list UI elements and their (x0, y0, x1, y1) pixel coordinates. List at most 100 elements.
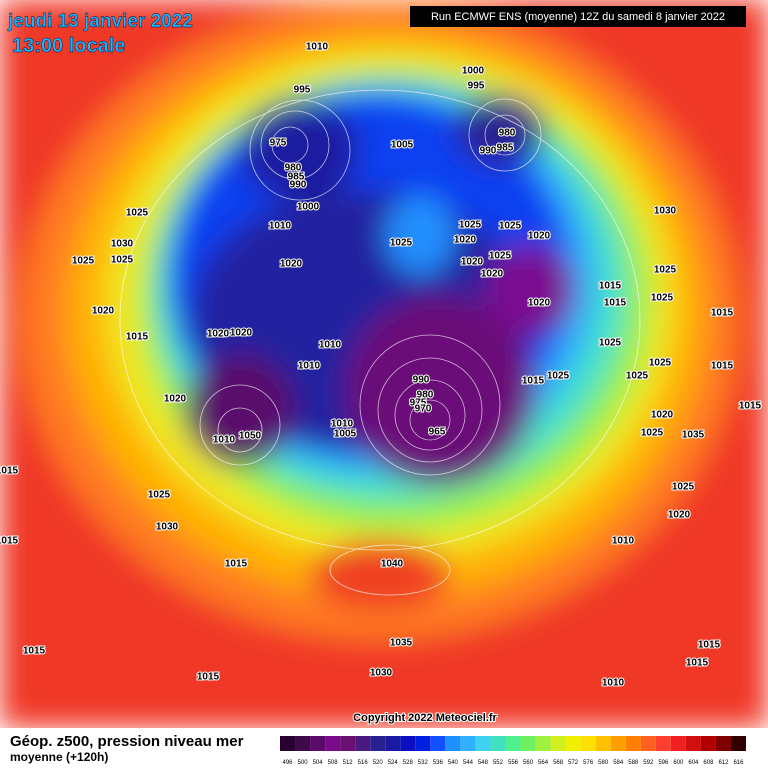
color-swatch (565, 736, 581, 751)
isobar-label: 1015 (126, 332, 149, 343)
legend-tick: 516 (358, 760, 369, 766)
isobar-label: 1025 (672, 482, 695, 493)
legend-tick: 540 (448, 760, 459, 766)
color-swatch (370, 736, 386, 751)
isobar-label: 1030 (654, 206, 677, 217)
isobar-label: 1020 (461, 257, 484, 268)
isobar-label: 1015 (225, 559, 248, 570)
isobar-label: 1015 (23, 646, 46, 657)
color-swatch (460, 736, 476, 751)
isobar-label: 1020 (481, 269, 504, 280)
isobar-label: 1025 (390, 238, 413, 249)
color-swatch (310, 736, 326, 751)
legend-title: Géop. z500, pression niveau mer (10, 733, 244, 750)
isobar-label: 985 (497, 143, 514, 154)
color-swatch (415, 736, 431, 751)
legend-tick: 556 (508, 760, 519, 766)
isobar-label: 1020 (207, 329, 230, 340)
date: jeudi 13 janvier 2022 (7, 11, 193, 32)
isobar-label: 995 (468, 81, 485, 92)
isobars (119, 89, 641, 596)
color-swatch (730, 736, 746, 751)
isobar-label: 1030 (370, 668, 393, 679)
low (485, 245, 575, 335)
legend-tick: 532 (418, 760, 429, 766)
run-box (410, 6, 746, 27)
legend-tick: 604 (688, 760, 699, 766)
isobar-label: 1015 (599, 281, 622, 292)
isobar-label: 1020 (230, 328, 253, 339)
legend-tick: 588 (628, 760, 639, 766)
isobar-label: 1035 (390, 638, 413, 649)
color-swatch (700, 736, 716, 751)
color-swatch (385, 736, 401, 751)
isobar-label: 995 (294, 85, 311, 96)
isobar-labels: 1010995975980985990100010101020100510009… (0, 41, 763, 690)
isobar-label: 1010 (213, 435, 236, 446)
legend-tick: 600 (673, 760, 684, 766)
low (345, 295, 535, 485)
isobar-label: 1015 (711, 361, 734, 372)
isobar-label: 1020 (164, 394, 187, 405)
isobar-label: 990 (413, 375, 430, 386)
isobar-label: 1015 (604, 298, 627, 309)
isobar-label: 1000 (462, 66, 485, 77)
isobar-label: 1025 (148, 490, 171, 501)
isobar-label: 1015 (0, 466, 19, 477)
isobar-label: 980 (285, 163, 302, 174)
color-swatch (475, 736, 491, 751)
color-swatch (610, 736, 626, 751)
isobar-label: 965 (429, 427, 446, 438)
color-swatch (640, 736, 656, 751)
isobar-label: 1025 (489, 251, 512, 262)
isobar-label: 1020 (528, 298, 551, 309)
low (455, 95, 545, 165)
isobar-label: 1040 (381, 559, 404, 570)
color-swatch (670, 736, 686, 751)
color-swatch (625, 736, 641, 751)
color-swatch (355, 736, 371, 751)
isobar-label: 1035 (682, 430, 705, 441)
color-swatch (430, 736, 446, 751)
field (0, 0, 768, 728)
color-swatch (715, 736, 731, 751)
isobar-label: 1025 (547, 371, 570, 382)
isobar-label: 1015 (0, 536, 19, 547)
isobar-label: 1015 (197, 672, 220, 683)
isobar-label: 1025 (72, 256, 95, 267)
isobar-label: 1020 (528, 231, 551, 242)
legend-tick: 548 (478, 760, 489, 766)
isobar-label: 1050 (239, 431, 262, 442)
isobar-label: 1025 (599, 338, 622, 349)
legend-tick: 504 (313, 760, 324, 766)
isobar-label: 990 (290, 180, 307, 191)
isobar-label: 1025 (654, 265, 677, 276)
isobar-label: 1025 (641, 428, 664, 439)
isobar-label: 1025 (626, 371, 649, 382)
isobar-label: 1020 (651, 410, 674, 421)
isobar-label: 1015 (686, 658, 709, 669)
ridge (385, 195, 455, 275)
color-swatch (505, 736, 521, 751)
isobar-label: 985 (288, 172, 305, 183)
legend-tick: 520 (373, 760, 384, 766)
isobar-label: 1010 (269, 221, 292, 232)
color-swatch (280, 736, 296, 751)
isobar-label: 1010 (306, 42, 329, 53)
legend-tick: 596 (658, 760, 669, 766)
color-swatch (490, 736, 506, 751)
legend-tick: 536 (433, 760, 444, 766)
time: 13:00 locale (12, 35, 125, 57)
legend-tick: 612 (718, 760, 729, 766)
legend-tick: 508 (328, 760, 339, 766)
isobar-label: 1025 (649, 358, 672, 369)
isobar-label: 970 (415, 404, 432, 415)
legend-tick: 500 (298, 760, 309, 766)
color-swatch (535, 736, 551, 751)
legend-tick: 524 (388, 760, 399, 766)
isobar-label: 1020 (92, 306, 115, 317)
isobar-label: 1010 (331, 419, 354, 430)
legend-tick: 496 (283, 760, 294, 766)
